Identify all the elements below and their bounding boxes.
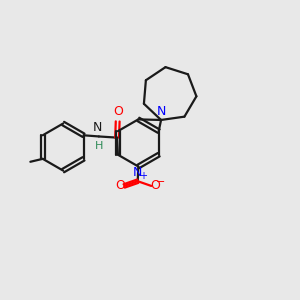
Text: O: O (116, 179, 125, 192)
Text: O: O (113, 105, 123, 118)
Text: N: N (133, 167, 142, 179)
Text: −: − (156, 177, 165, 188)
Text: O: O (150, 179, 160, 192)
Text: N: N (156, 105, 166, 118)
Text: +: + (139, 171, 147, 181)
Text: H: H (95, 141, 103, 151)
Text: N: N (93, 121, 102, 134)
